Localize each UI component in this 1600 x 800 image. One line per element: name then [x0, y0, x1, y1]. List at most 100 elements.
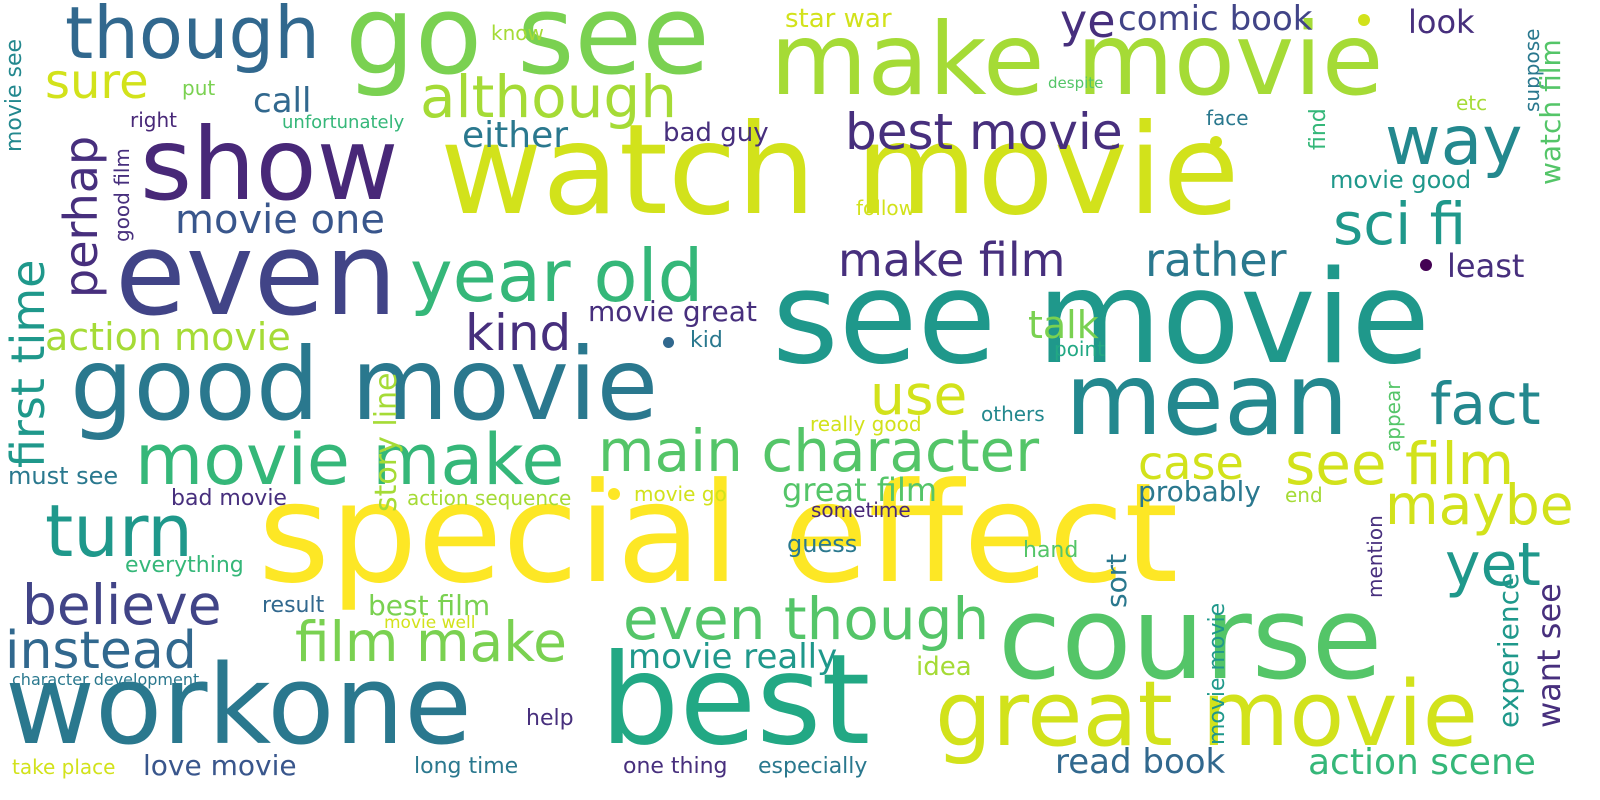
word-read-book: read book: [1055, 742, 1226, 782]
word-film-make: film make: [295, 610, 567, 674]
word-mean: mean: [1065, 341, 1349, 458]
word-great-movie: great movie: [935, 662, 1478, 767]
word-love-movie: love movie: [143, 749, 297, 782]
word-movie-see: movie see: [2, 38, 27, 152]
word-movie-well: movie well: [384, 613, 476, 633]
word-others: others: [981, 402, 1045, 426]
word-even: even: [115, 208, 398, 342]
dot-2: [1210, 136, 1222, 148]
word-movie-good: movie good: [1330, 166, 1472, 194]
word-workone: workone: [5, 641, 472, 769]
word-movie-go: movie go: [634, 482, 727, 506]
word-special-effect: special effect: [258, 453, 1179, 614]
word-end: end: [1285, 483, 1323, 507]
word-use: use: [870, 363, 968, 427]
word-although: although: [420, 63, 677, 131]
word-idea: idea: [916, 652, 972, 682]
word-best-movie: best movie: [845, 103, 1123, 161]
word-movie-one: movie one: [175, 197, 385, 243]
word-show: show: [140, 106, 399, 223]
word-etc: etc: [1456, 91, 1488, 115]
word-rather: rather: [1145, 233, 1287, 287]
word-help: help: [526, 706, 574, 731]
word-long-time: long time: [414, 754, 519, 779]
word-way: way: [1385, 102, 1523, 181]
word-best: best: [600, 628, 871, 773]
word-yet: yet: [1445, 530, 1541, 600]
word-sometime: sometime: [811, 498, 911, 522]
word-especially: especially: [758, 754, 868, 779]
word-see-movie: see movie: [772, 244, 1430, 393]
word-call: call: [253, 81, 312, 121]
word-maybe: maybe: [1385, 473, 1574, 537]
word-main-character: main character: [598, 417, 1040, 485]
word-action-movie: action movie: [45, 315, 291, 359]
word-everything: everything: [125, 553, 244, 578]
word-even-though: even though: [623, 585, 990, 653]
word-watch-movie: watch movie: [440, 98, 1240, 243]
dot-5: [608, 488, 620, 500]
word-sci-fi: sci fi: [1333, 190, 1467, 258]
word-movie-really: movie really: [628, 637, 838, 677]
word-bad-guy: bad guy: [663, 118, 769, 148]
word-fact: fact: [1430, 370, 1541, 438]
word-appear: appear: [1381, 381, 1405, 452]
word-talk: talk: [1028, 303, 1099, 347]
word-probably: probably: [1138, 475, 1261, 508]
word-though: though: [65, 0, 320, 75]
word-kid: kid: [690, 328, 723, 353]
word-movie-movie: movie movie: [1205, 602, 1230, 745]
word-experience: experience: [1492, 572, 1525, 728]
word-must-see: must see: [8, 462, 119, 490]
word-see-film: see film: [1285, 430, 1515, 498]
word-sure: sure: [45, 54, 149, 110]
word-case: case: [1138, 436, 1244, 490]
word-want-see: want see: [1530, 583, 1568, 728]
word-character-development: character development: [12, 670, 200, 689]
dot-4: [663, 337, 674, 348]
word-year-old: year old: [410, 234, 704, 318]
word-follow: follow: [856, 196, 915, 220]
word-ye: ye: [1060, 0, 1116, 48]
word-believe: believe: [22, 573, 222, 637]
word-movie-make: movie make: [135, 419, 565, 501]
word-first-time: first time: [1, 259, 55, 468]
word-turn: turn: [45, 489, 193, 573]
dot-3: [1420, 259, 1432, 271]
word-result: result: [262, 593, 325, 618]
word-best-film: best film: [368, 589, 491, 622]
word-right: right: [130, 108, 177, 132]
word-look: look: [1408, 3, 1475, 41]
word-bad-movie: bad movie: [171, 486, 287, 511]
word-unfortunately: unfortunately: [282, 112, 405, 133]
word-sort: sort: [1100, 553, 1133, 608]
word-despite: despite: [1048, 74, 1104, 92]
word-great-film: great film: [782, 471, 937, 509]
word-put: put: [182, 76, 216, 100]
word-course: course: [998, 572, 1383, 706]
word-make-movie: make movie: [770, 1, 1384, 118]
word-perhap: perhap: [54, 135, 108, 298]
word-one-thing: one thing: [623, 754, 728, 779]
word-instead: instead: [5, 621, 197, 681]
word-movie-great: movie great: [588, 295, 757, 328]
word-mention: mention: [1363, 515, 1387, 598]
word-kind: kind: [465, 304, 572, 362]
word-find: find: [1306, 108, 1331, 150]
word-good-movie: good movie: [70, 326, 659, 443]
word-hand: hand: [1023, 538, 1079, 563]
word-go-see: go see: [345, 0, 710, 99]
word-really-good: really good: [810, 412, 922, 436]
word-either: either: [462, 115, 569, 156]
word-face: face: [1206, 106, 1249, 130]
word-action-scene: action scene: [1308, 742, 1536, 783]
word-good-film: good film: [110, 148, 134, 242]
word-know: know: [491, 21, 544, 45]
word-point: point: [1054, 337, 1106, 361]
dot-1: [1358, 14, 1370, 26]
word-action-sequence: action sequence: [407, 486, 572, 510]
word-guess: guess: [787, 530, 858, 558]
word-least: least: [1447, 247, 1525, 285]
word-make-film: make film: [838, 233, 1066, 287]
